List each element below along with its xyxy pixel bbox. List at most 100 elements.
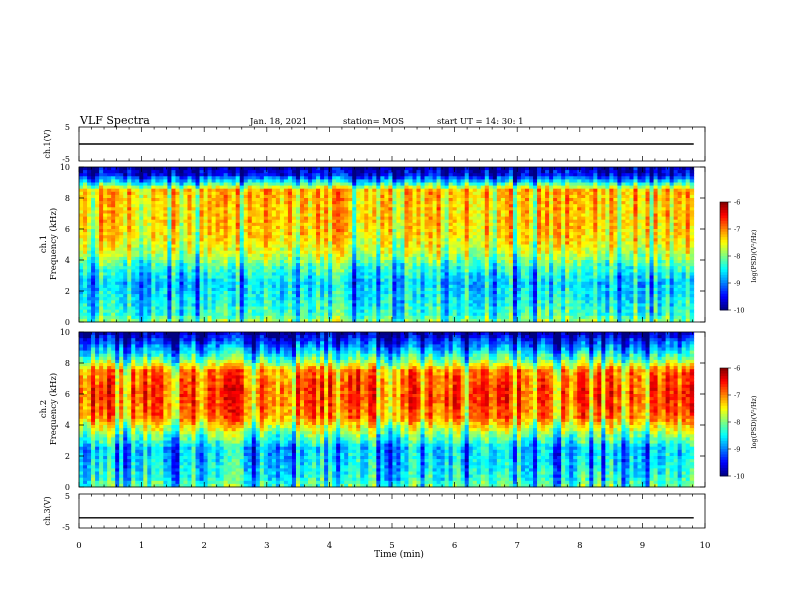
spectrogram-cell (384, 210, 389, 214)
spectrogram-cell (251, 185, 257, 190)
spectrogram-cell (123, 182, 128, 186)
spectrogram-cell (287, 204, 293, 208)
spectrogram-cell (597, 204, 602, 208)
spectrogram-cell (476, 256, 482, 261)
spectrogram-cell (267, 198, 273, 202)
spectrogram-cell (500, 250, 506, 255)
spectrogram-cell (328, 260, 333, 264)
spectrogram-cell (593, 207, 598, 211)
spectrogram-cell (416, 213, 421, 217)
spectrogram-cell (629, 176, 634, 180)
spectrogram-cell (312, 191, 317, 196)
spectrogram-cell (625, 225, 630, 230)
spectrogram-cell (657, 216, 662, 221)
spectrogram-cell (279, 216, 285, 221)
spectrogram-cell (649, 253, 654, 258)
spectrogram-cell (569, 235, 574, 239)
spectrogram-cell (601, 210, 606, 214)
spectrogram-cell (557, 204, 562, 208)
spectrogram-cell (597, 176, 602, 180)
spectrogram-cell (304, 253, 309, 258)
spectrogram-cell (95, 256, 100, 261)
spectrogram-cell (593, 256, 598, 261)
spectrogram-cell (545, 207, 550, 211)
spectrogram-cell (95, 204, 100, 208)
spectrogram-cell (195, 194, 200, 199)
spectrogram-cell (340, 250, 345, 255)
spectrogram-cell (271, 232, 277, 236)
spectrogram-cell (524, 244, 530, 248)
spectrogram-cell (364, 250, 369, 255)
spectrogram-cell (565, 238, 570, 242)
spectrogram-cell (283, 219, 289, 224)
spectrogram-cell (267, 201, 273, 205)
spectrogram-cell (103, 238, 108, 242)
spectrogram-cell (673, 250, 679, 255)
spectrogram-cell (645, 191, 650, 196)
spectrogram-cell (87, 260, 92, 264)
spectrogram-cell (424, 167, 429, 171)
spectrogram-cell (645, 244, 650, 248)
spectrogram-cell (103, 176, 108, 180)
spectrogram-cell (645, 222, 650, 227)
spectrogram-cell (456, 213, 462, 217)
spectrogram-cell (175, 179, 180, 183)
spectrogram-cell (147, 256, 152, 261)
spectrogram-cell (440, 253, 446, 258)
spectrogram-cell (143, 179, 148, 183)
spectrogram-cell (561, 210, 566, 214)
spectrogram-cell (392, 201, 397, 205)
spectrogram-cell (324, 176, 329, 180)
spectrogram-cell (332, 216, 337, 221)
spectrogram-cell (685, 219, 691, 224)
spectrogram-cell (291, 222, 297, 227)
spectrogram-cell (508, 263, 514, 267)
spectrogram-cell (577, 185, 582, 190)
spectrogram-cell (460, 207, 466, 211)
spectrogram-cell (231, 201, 237, 205)
spectrogram-cell (529, 207, 534, 211)
spectrogram-cell (215, 182, 221, 186)
spectrogram-cell (649, 238, 654, 242)
spectrogram-cell (657, 176, 662, 180)
spectrogram-cell (464, 176, 470, 180)
spectrogram-cell (448, 219, 454, 224)
spectrogram-cell (199, 173, 204, 177)
spectrogram-cell (512, 241, 518, 245)
figure-title: VLF Spectra (79, 114, 150, 127)
spectrogram-cell (223, 241, 229, 245)
spectrogram-cell (456, 250, 462, 255)
spectrogram-cell (95, 247, 100, 252)
spectrogram-cell (372, 225, 377, 230)
spectrogram-cell (488, 244, 494, 248)
spectrogram-cell (79, 201, 84, 205)
spectrogram-cell (99, 185, 104, 190)
spectrogram-cell (103, 232, 108, 236)
spectrogram-cell (432, 238, 437, 242)
spectrogram-cell (436, 191, 442, 196)
spectrogram-cell (669, 216, 675, 221)
spectrogram-cell (191, 201, 196, 205)
spectrogram-cell (452, 194, 458, 199)
spectrogram-cell (669, 182, 675, 186)
spectrogram-cell (364, 179, 369, 183)
spectrogram-cell (99, 210, 104, 214)
spectrogram-cell (231, 238, 237, 242)
spectrogram-cell (271, 170, 277, 174)
spectrogram-cell (404, 222, 409, 227)
spectrogram-cell (360, 207, 365, 211)
spectrogram-cell (569, 198, 574, 202)
spectrogram-cell (255, 210, 261, 214)
spectrogram-cell (520, 225, 526, 230)
spectrogram-cell (661, 194, 667, 199)
spectrogram-cell (569, 210, 574, 214)
spectrogram-cell (95, 250, 100, 255)
spectrogram-cell (155, 229, 160, 233)
spectrogram-cell (613, 194, 618, 199)
spectrogram-cell (147, 225, 152, 230)
spectrogram-cell (239, 256, 245, 261)
spectrogram-cell (653, 222, 658, 227)
spectrogram-cell (344, 201, 349, 205)
spectrogram-cell (436, 229, 442, 233)
spectrogram-cell (255, 222, 261, 227)
